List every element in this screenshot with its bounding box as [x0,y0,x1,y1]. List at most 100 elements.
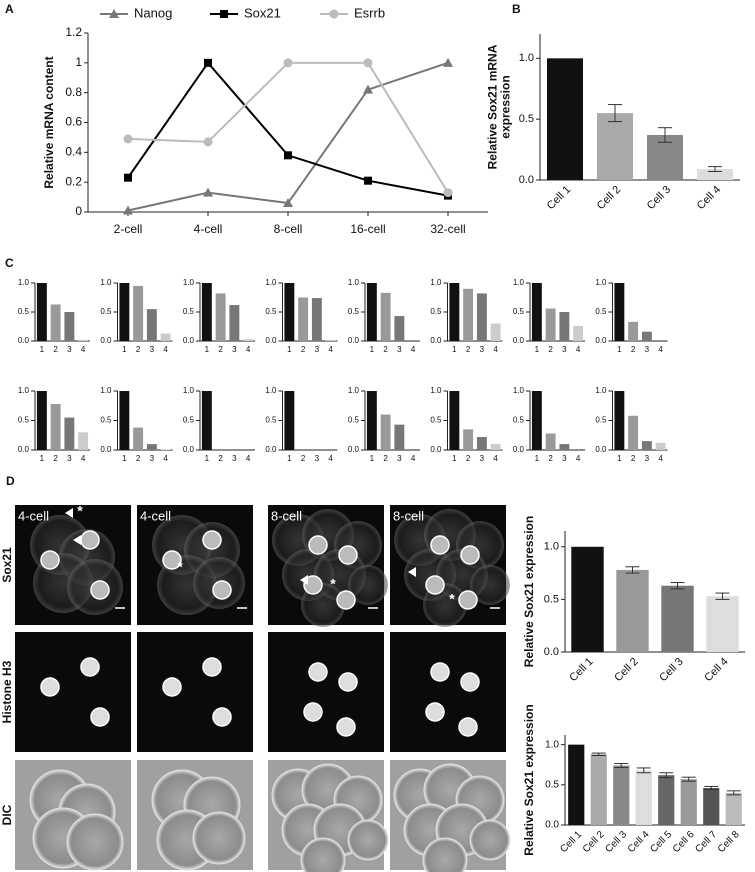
y-tick-label: 0.5 [265,307,277,316]
bar [284,391,295,450]
nucleus [162,550,182,570]
bar [703,788,720,825]
x-tick-label: 2 [53,345,58,354]
bar [36,391,47,450]
y-tick-label: 0.5 [265,416,277,425]
bar [119,391,130,450]
y-tick-label: 0.0 [544,646,559,658]
micrograph [390,632,506,752]
error-bar [704,785,719,791]
bar [706,596,739,652]
nucleus [90,580,110,600]
bar [655,442,666,450]
nucleus [336,717,356,737]
x-tick-label: 3 [232,454,237,463]
bar [476,293,487,341]
x-tick-label: 4 [411,345,416,354]
bar [215,293,226,341]
y-tick-label: 1.0 [100,386,112,395]
arrowhead [408,567,416,577]
y-tick-label: 0.5 [595,307,607,316]
x-tick-label: 2 [383,454,388,463]
nucleus [308,535,328,555]
nucleus [338,545,358,565]
x-tick-label: 1 [370,454,375,463]
x-tick-label: 1 [122,345,127,354]
y-tick-label: 0.5 [348,416,360,425]
x-tick-label: Cell 2 [581,829,607,855]
x-tick-label: 3 [562,345,567,354]
marker [220,10,228,18]
bar [146,309,157,341]
bar [573,325,584,341]
x-tick-label: Cell 3 [603,829,629,855]
asterisk: * [330,576,336,592]
x-tick-label: 2 [136,345,141,354]
bar [490,444,501,450]
bar [449,283,460,341]
y-tick-label: 1.0 [430,278,442,287]
panel-letter: C [5,256,14,270]
bar [160,333,171,341]
cell [192,811,246,865]
x-tick-label: 1 [205,345,210,354]
bar [597,113,633,180]
y-tick-label: 1.0 [183,386,195,395]
nucleus [90,707,110,727]
panel-letter: D [6,474,15,488]
bar [133,427,144,450]
error-bar [659,772,674,779]
cell [348,565,388,605]
nucleus [212,707,232,727]
bar [243,339,254,341]
legend-label: Esrrb [354,5,385,20]
y-tick-label: 1.0 [513,386,525,395]
x-tick-label: Cell 4 [695,184,723,212]
x-tick-label: 4 [328,454,333,463]
x-tick-label: Cell 8 [716,829,742,855]
marker [283,198,293,208]
y-tick-label: 0.0 [513,445,525,454]
y-tick-label: 0.0 [430,336,442,345]
x-tick-label: 3 [397,454,402,463]
x-tick-label: 2 [383,345,388,354]
y-tick-label: 0.5 [430,416,442,425]
x-tick-label: 3 [150,345,155,354]
x-tick-label: 4 [493,345,498,354]
y-axis-title: expression [499,75,513,138]
x-tick-label: 4 [246,345,251,354]
y-tick-label: 0.0 [265,336,277,345]
nucleus [80,657,100,677]
micrograph [137,632,253,752]
marker [329,9,339,19]
nucleus [425,702,445,722]
bar [50,403,61,450]
marker [363,84,373,94]
y-tick-label: 1.0 [348,386,360,395]
nucleus [460,545,480,565]
column-label: 8-cell [271,508,302,523]
y-tick-label: 0.0 [100,336,112,345]
panel-letter: A [5,2,14,16]
series-line [127,61,449,212]
x-tick-label: Cell 4 [626,829,652,855]
error-bar [726,790,741,796]
error-bar [591,752,606,756]
x-tick-label: Cell 3 [657,656,685,684]
y-tick-label: 0.5 [18,307,30,316]
y-tick-label: 1.2 [65,25,82,39]
x-tick-label: 1 [287,345,292,354]
x-tick-label: 1 [617,454,622,463]
x-tick-label: 2 [218,454,223,463]
cell [469,819,511,861]
y-tick-label: 0.0 [595,336,607,345]
marker [284,151,292,160]
bar [680,779,697,825]
x-tick-label: 4 [576,345,581,354]
y-tick-label: 1.0 [265,278,277,287]
x-tick-label: 1 [535,454,540,463]
x-tick-label: Cell 6 [671,829,697,855]
y-tick-label: 0.5 [513,307,525,316]
x-tick-label: 3 [480,454,485,463]
x-tick-label: 1 [40,454,45,463]
